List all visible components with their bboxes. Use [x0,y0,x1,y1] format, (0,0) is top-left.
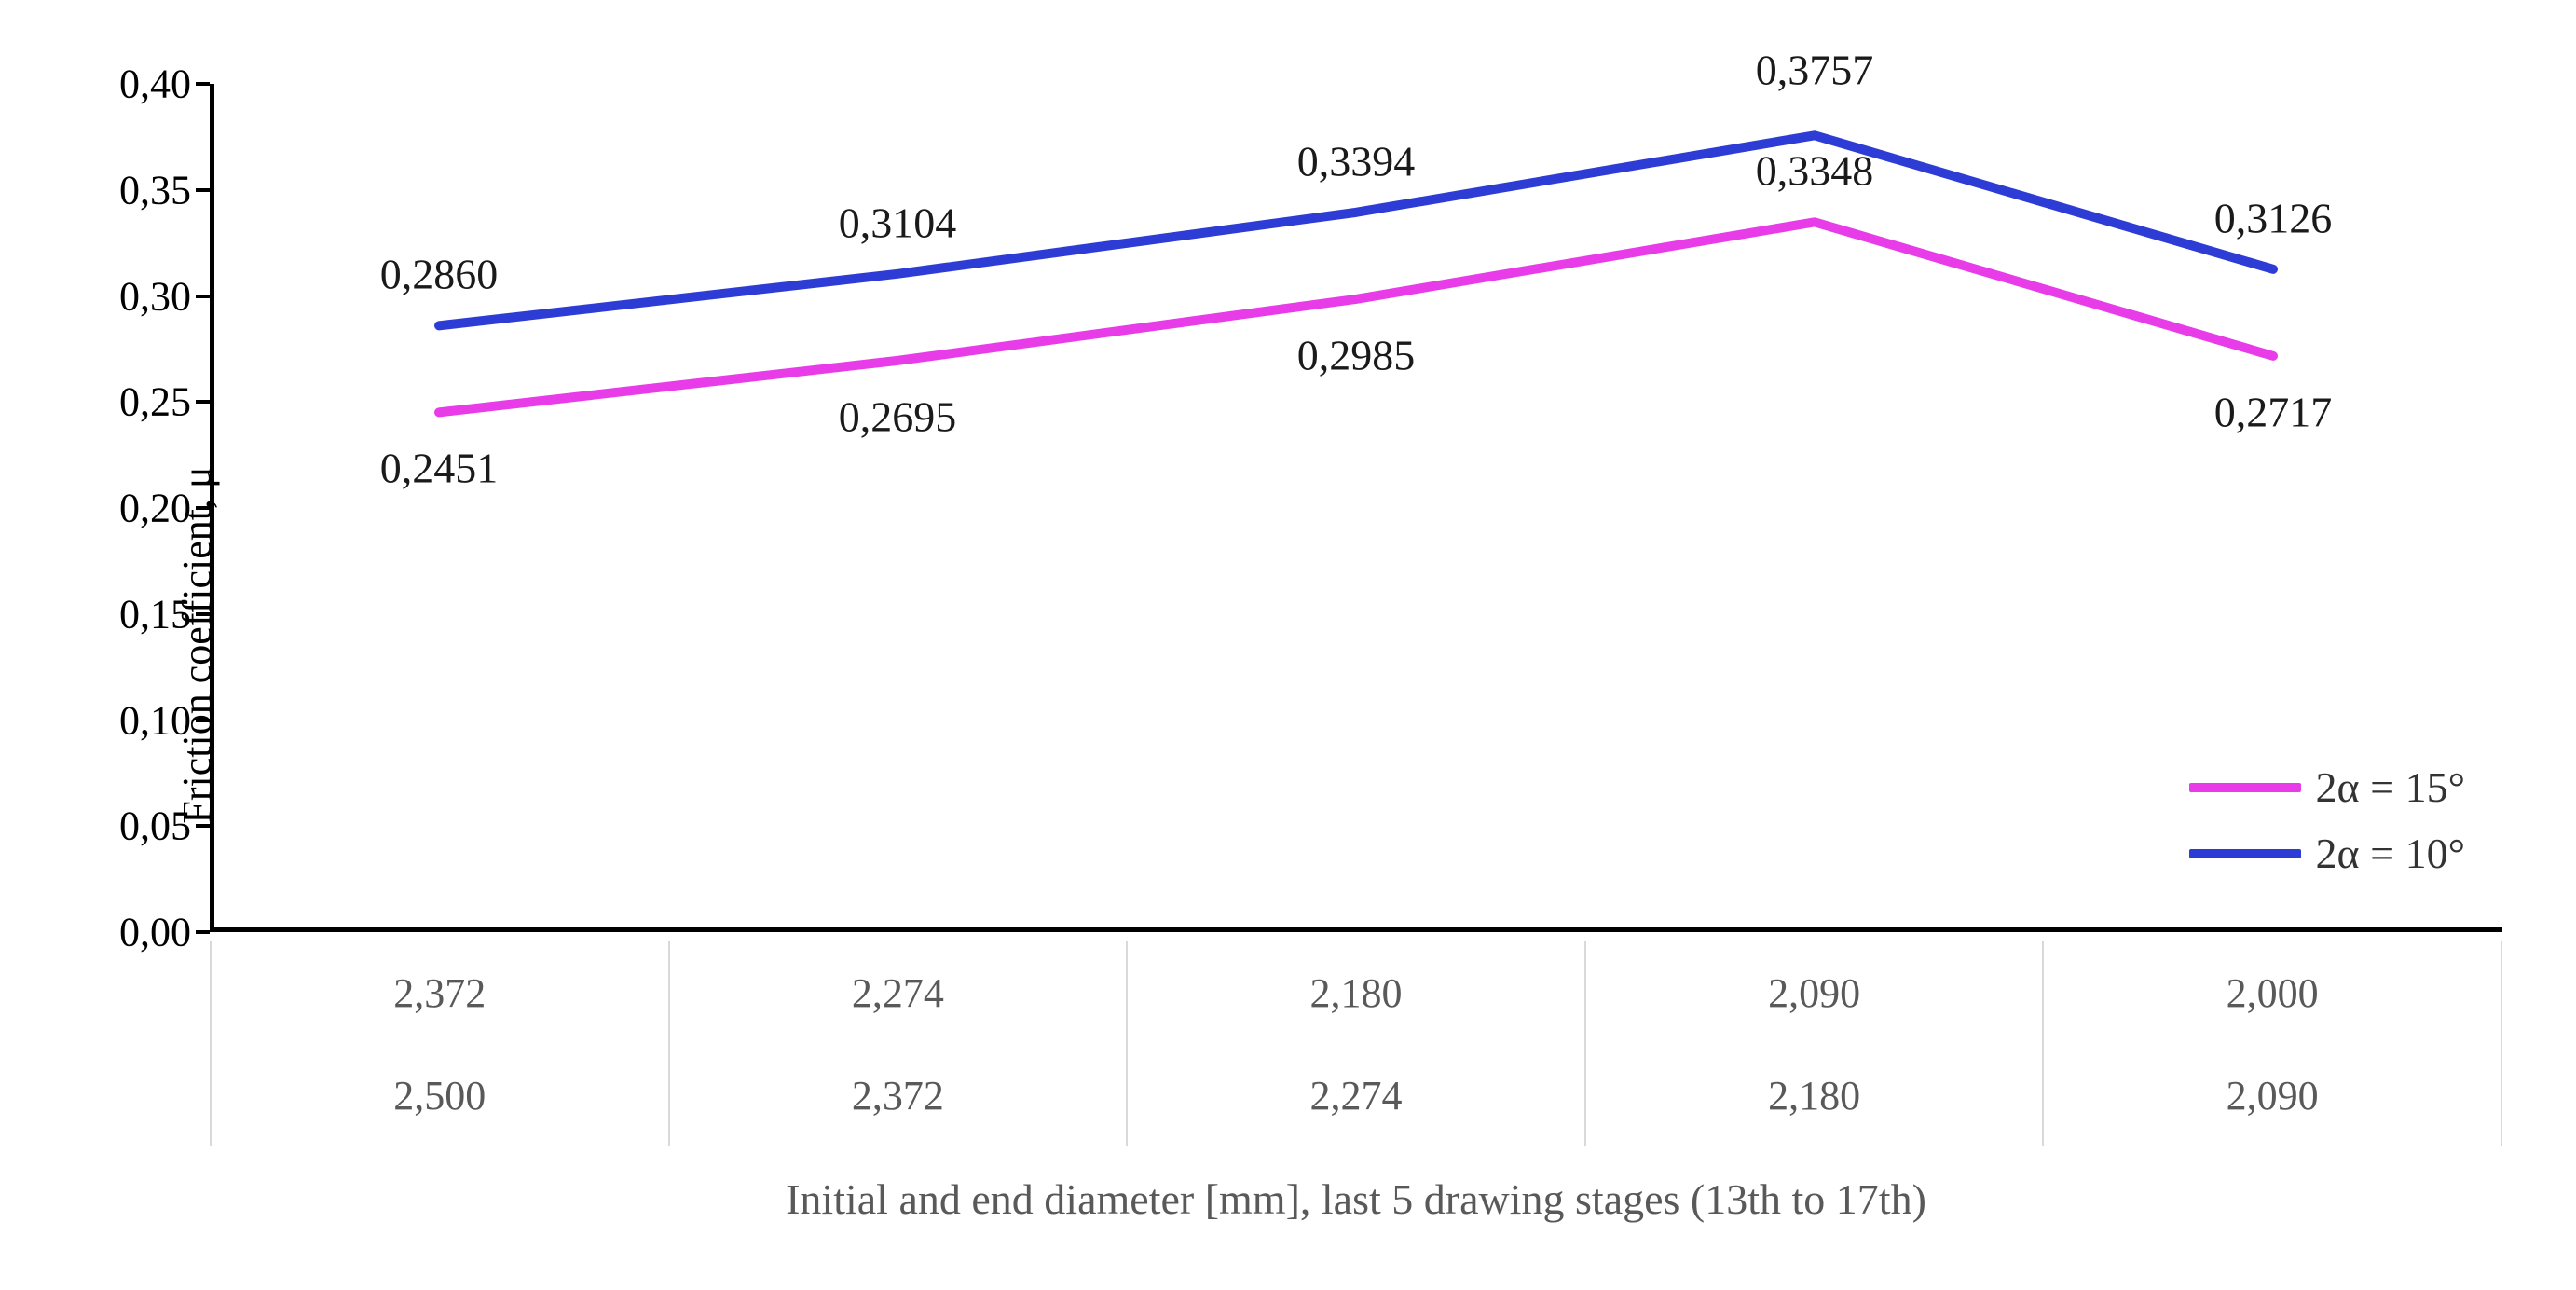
y-tick-label: 0,25 [119,378,191,426]
y-tick-label: 0,00 [119,909,191,956]
plot-area: 2α = 15°2α = 10° 0,000,050,100,150,200,2… [210,84,2502,932]
data-label: 0,2985 [1297,330,1416,379]
y-tick-mark [196,612,210,616]
y-tick-mark [196,188,210,192]
data-label: 0,3394 [1297,136,1416,185]
y-tick-mark [196,295,210,298]
legend-item: 2α = 10° [2189,829,2465,878]
x-table-row: 2,5002,3722,2742,1802,090 [210,1044,2502,1146]
x-table-cell: 2,180 [1584,1044,2043,1146]
data-label: 0,3348 [1756,146,1874,196]
x-axis-title: Initial and end diameter [mm], last 5 dr… [210,1174,2502,1224]
data-label: 0,2717 [2214,387,2333,436]
data-label: 0,3126 [2214,193,2333,242]
x-table-cell: 2,090 [2042,1044,2502,1146]
x-table-row: 2,3722,2742,1802,0902,000 [210,941,2502,1044]
x-table-cell: 2,372 [210,941,668,1044]
y-tick-label: 0,35 [119,166,191,213]
legend-label: 2α = 10° [2316,829,2465,878]
legend-swatch [2189,849,2301,858]
y-tick-mark [196,82,210,86]
legend: 2α = 15° 2α = 10° [2189,746,2465,895]
y-tick-mark [196,930,210,934]
series-line-1 [439,222,2273,412]
x-table-cell: 2,274 [1126,1044,1584,1146]
y-tick-label: 0,15 [119,590,191,638]
y-tick-mark [196,506,210,510]
chart-lines-svg [210,84,2502,932]
x-table-cell: 2,180 [1126,941,1584,1044]
chart-container: Friction coefficient, μ 2α = 15°2α = 10°… [0,0,2576,1290]
x-table-cell: 2,000 [2042,941,2502,1044]
x-table-cell: 2,500 [210,1044,668,1146]
y-tick-label: 0,40 [119,61,191,108]
x-table-cell: 2,372 [668,1044,1127,1146]
y-tick-label: 0,30 [119,272,191,320]
data-label: 0,2451 [380,444,499,493]
y-tick-label: 0,05 [119,803,191,850]
data-label: 0,2695 [839,391,957,441]
x-table-cell: 2,274 [668,941,1127,1044]
y-tick-label: 0,20 [119,485,191,532]
y-tick-mark [196,824,210,828]
y-tick-label: 0,10 [119,696,191,744]
legend-swatch [2189,783,2301,792]
x-category-table: 2,3722,2742,1802,0902,0002,5002,3722,274… [210,941,2502,1146]
legend-label: 2α = 15° [2316,762,2465,812]
legend-item: 2α = 15° [2189,762,2465,812]
y-tick-mark [196,719,210,722]
data-label: 0,3757 [1756,46,1874,95]
data-label: 0,3104 [839,198,957,247]
y-tick-mark [196,400,210,404]
data-label: 0,2860 [380,250,499,299]
x-table-cell: 2,090 [1584,941,2043,1044]
